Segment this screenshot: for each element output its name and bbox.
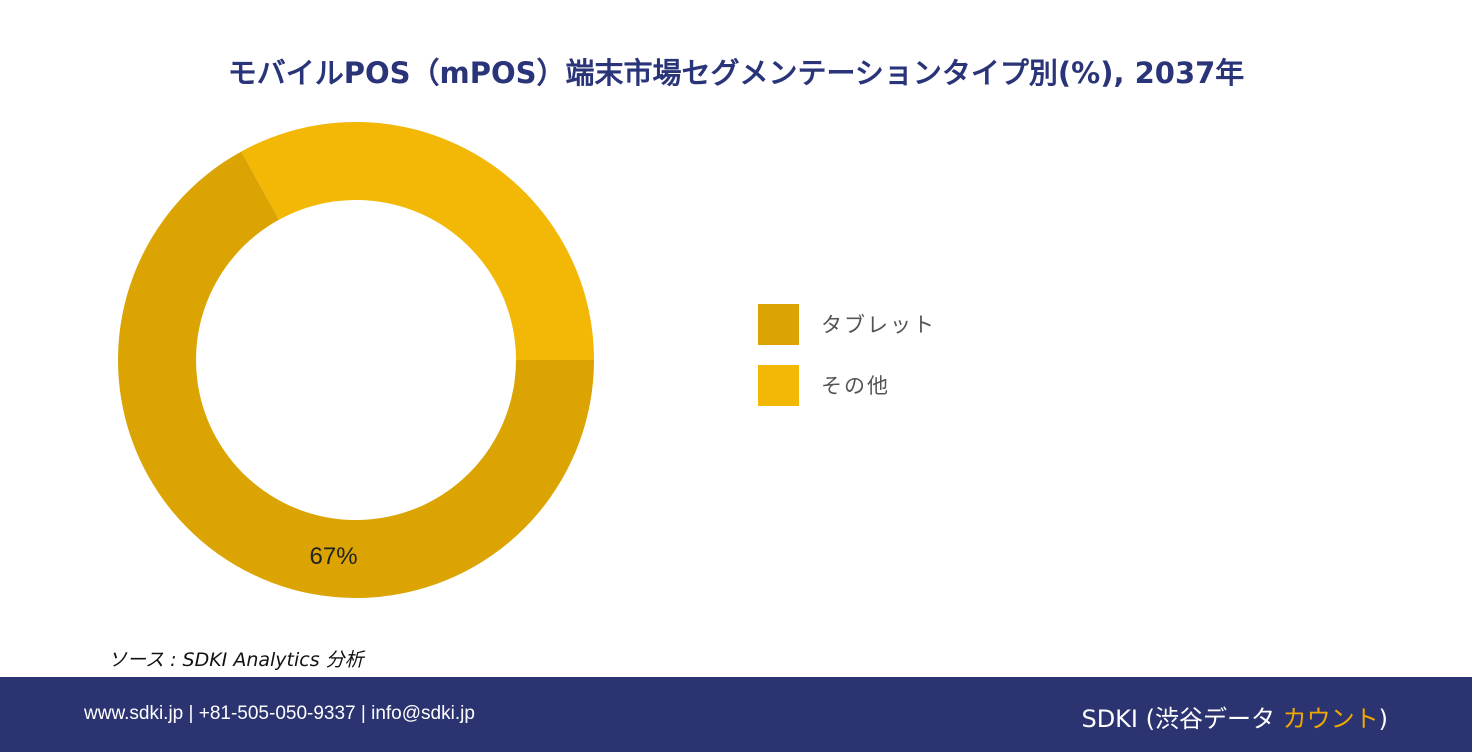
legend: タブレット その他 xyxy=(758,303,936,426)
donut-slice-1[interactable] xyxy=(241,122,594,361)
data-label-0: 67% xyxy=(310,543,358,570)
legend-swatch-tablet xyxy=(758,303,799,345)
donut-slice-0[interactable] xyxy=(118,151,595,598)
footer-contact: www.sdki.jp | +81-505-050-9337 | info@sd… xyxy=(84,703,475,724)
legend-item-other[interactable]: その他 xyxy=(758,364,936,406)
legend-swatch-other xyxy=(758,364,799,406)
footer-bar: www.sdki.jp | +81-505-050-9337 | info@sd… xyxy=(0,677,1472,752)
brand-prefix: SDKI (渋谷データ xyxy=(1081,705,1283,733)
source-note: ソース : SDKI Analytics 分析 xyxy=(108,649,364,671)
legend-label-other: その他 xyxy=(821,374,890,398)
footer-brand: SDKI (渋谷データ カウント) xyxy=(1081,699,1388,734)
chart-title: モバイルPOS（mPOS）端末市場セグメンテーションタイプ別(%), 2037年 xyxy=(227,56,1245,90)
legend-label-tablet: タブレット xyxy=(821,313,936,337)
donut-chart: 67% xyxy=(118,122,595,598)
brand-suffix: ) xyxy=(1378,705,1388,733)
legend-item-tablet[interactable]: タブレット xyxy=(758,303,936,345)
brand-accent: カウント xyxy=(1282,705,1379,733)
